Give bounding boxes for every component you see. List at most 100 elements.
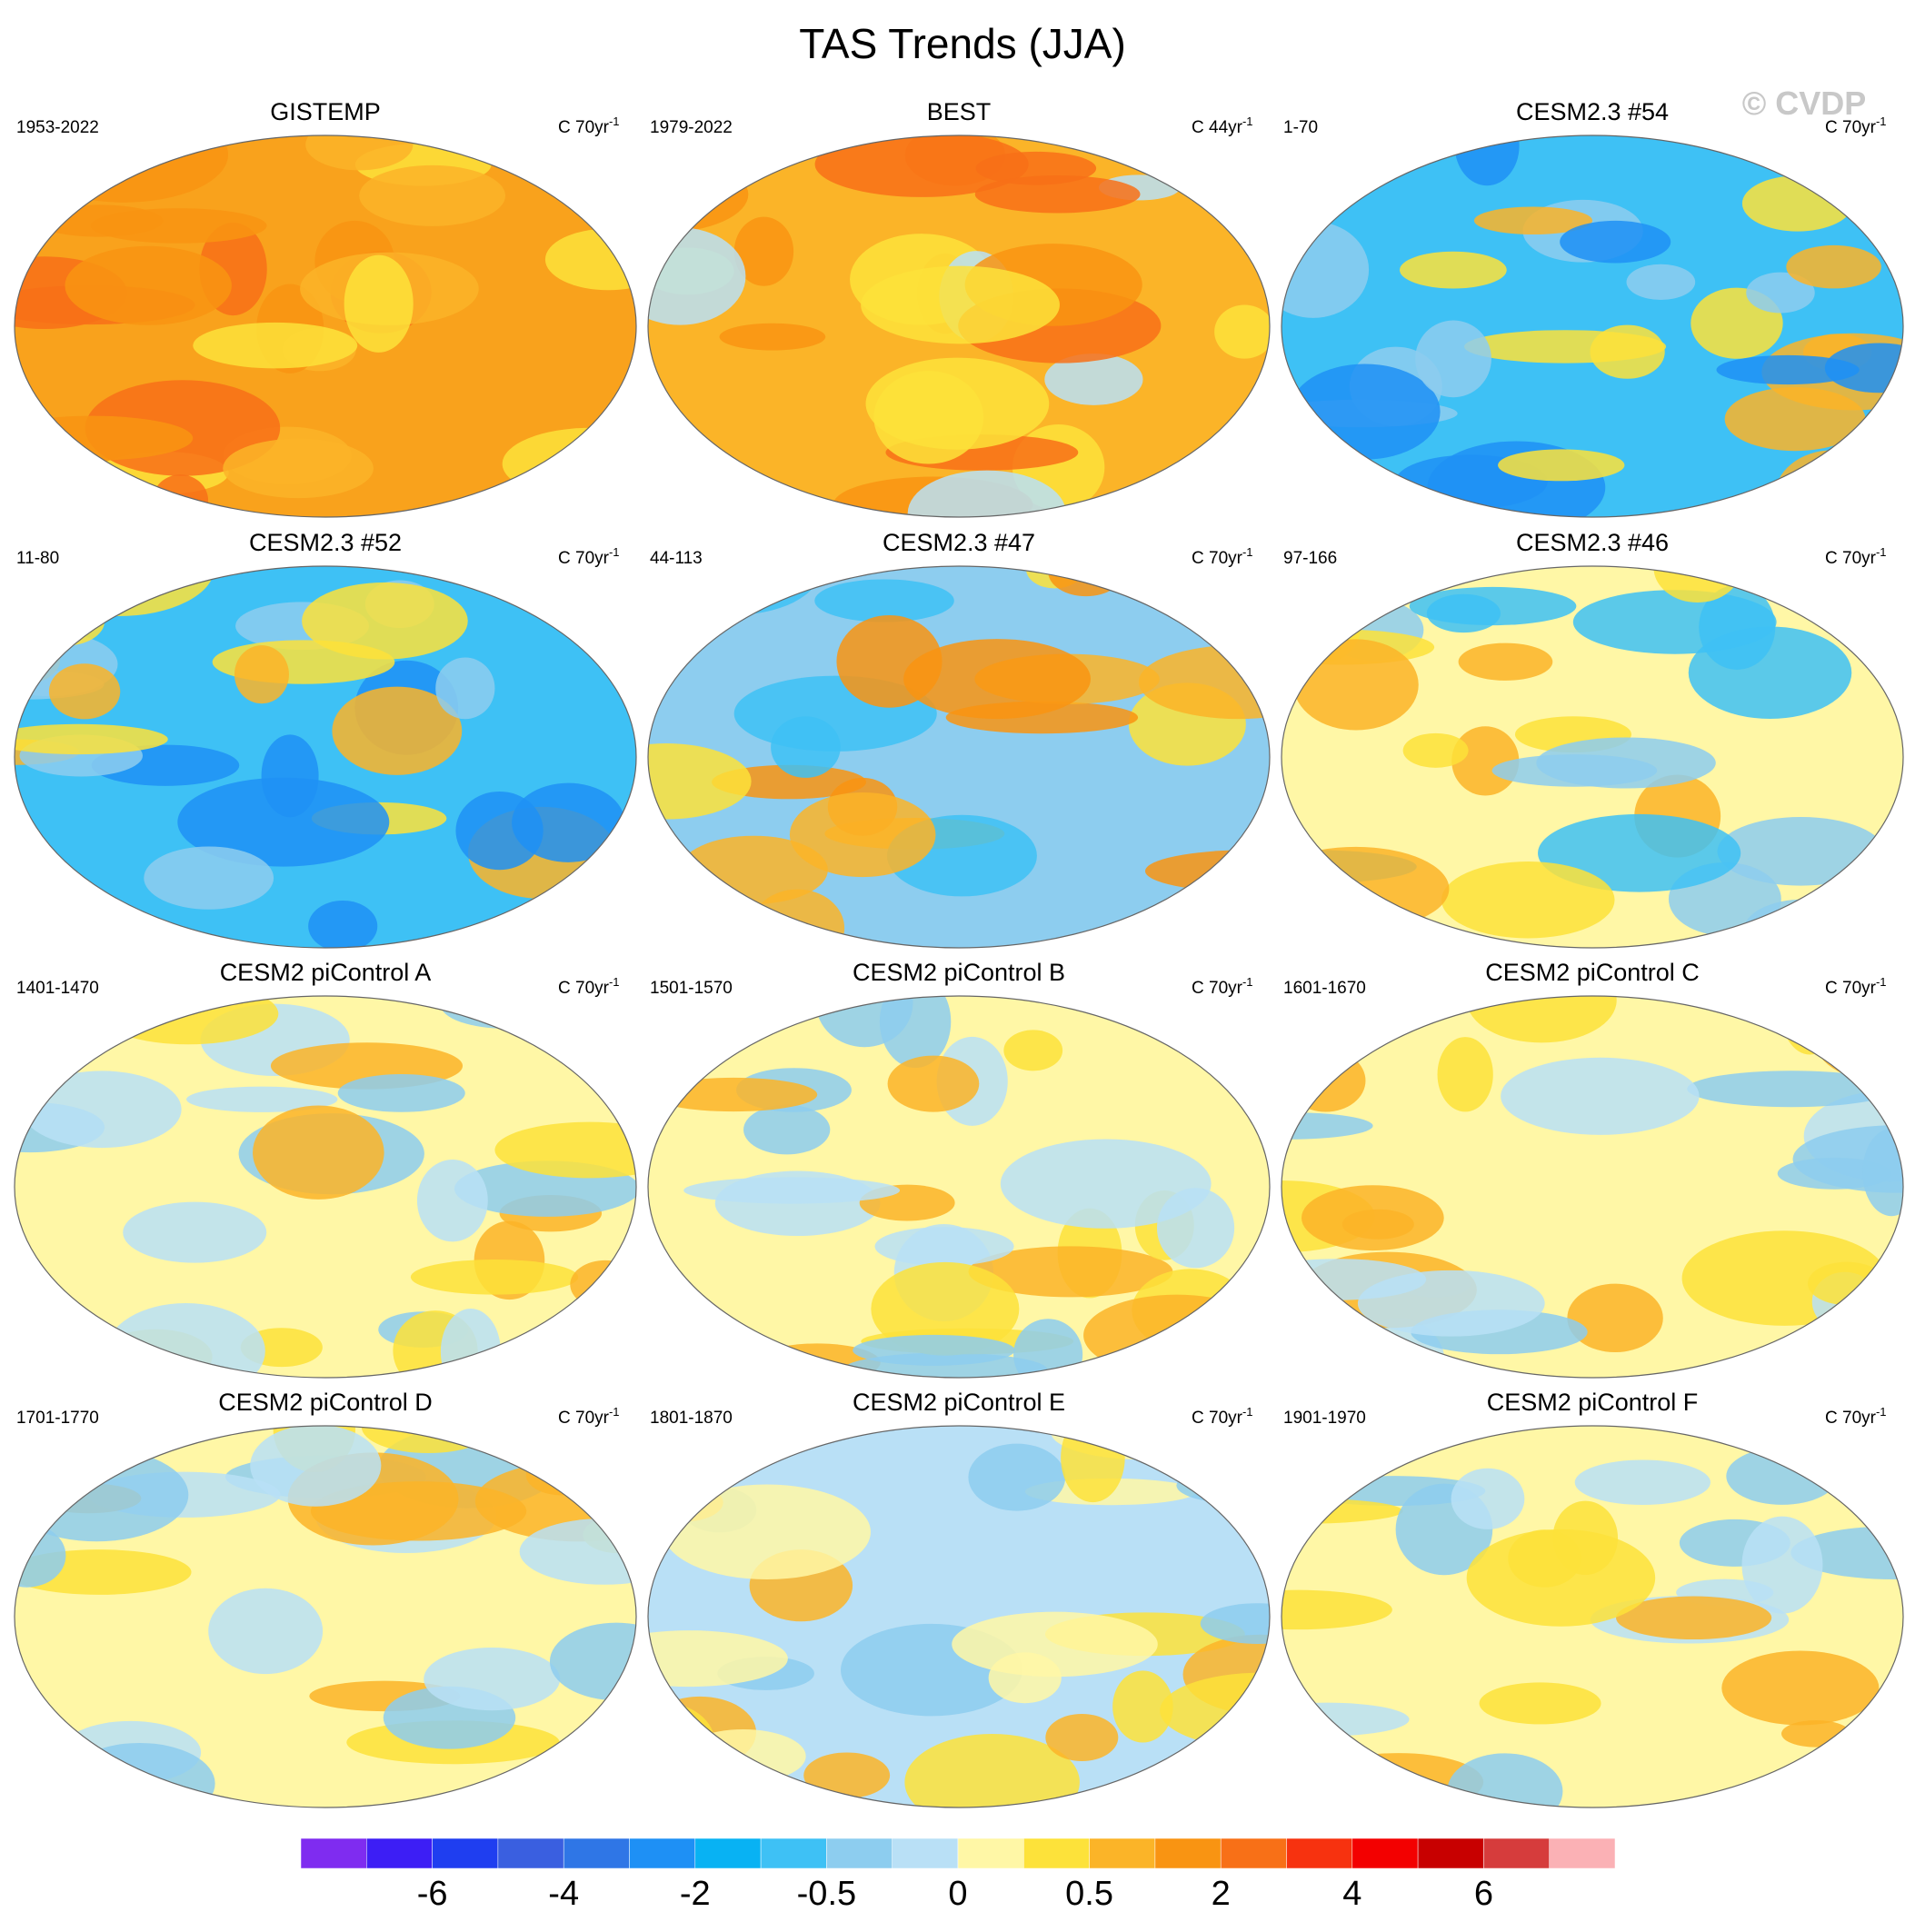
map-anomaly: [1200, 1603, 1270, 1644]
map-anomaly: [1282, 846, 1450, 931]
map-anomaly: [1862, 1128, 1903, 1217]
map-anomaly: [771, 716, 841, 778]
map-panel: CESM2 piControl E 1801-1870 C 70yr-1: [647, 1389, 1271, 1808]
panel-period: 1901-1970: [1283, 1409, 1366, 1428]
map-anomaly: [1282, 1498, 1403, 1524]
watermark: © CVDP: [1742, 85, 1867, 122]
units-base: C 70yr: [558, 979, 610, 998]
map-anomaly: [416, 1160, 488, 1242]
map-field: [15, 996, 636, 1378]
map-anomaly: [1415, 320, 1491, 398]
map-outline: [647, 134, 1271, 518]
map-outline: [14, 565, 637, 949]
map-anomaly: [1402, 732, 1469, 768]
map-anomaly: [1138, 644, 1270, 720]
map-anomaly: [1741, 175, 1853, 232]
panel-title: CESM2 piControl B: [853, 959, 1065, 986]
map-anomaly: [648, 1630, 788, 1688]
panel-units: C 44yr-1: [1192, 115, 1253, 137]
map-anomaly: [719, 323, 826, 351]
map-anomaly: [98, 996, 279, 1045]
map-outline: [1281, 565, 1904, 949]
map-outline: [14, 1425, 637, 1808]
map-panel: CESM2 piControl F 1901-1970 C 70yr-1: [1281, 1389, 1904, 1808]
map-anomaly: [1293, 639, 1419, 731]
map-anomaly: [1214, 304, 1270, 359]
units-base: C 44yr: [1192, 118, 1243, 137]
units-sup: -1: [1876, 1405, 1887, 1419]
map-anomaly: [524, 1012, 636, 1043]
panel-title: CESM2 piControl F: [1487, 1389, 1699, 1416]
map-anomaly: [712, 764, 867, 800]
map-anomaly: [649, 1077, 818, 1112]
map-anomaly: [803, 1752, 891, 1798]
map-field: [1282, 1426, 1903, 1808]
map-anomaly: [1717, 817, 1885, 886]
colorbar-box: [1549, 1837, 1616, 1869]
map-anomaly: [544, 228, 636, 291]
map-outline: [14, 995, 637, 1379]
map-anomaly: [648, 1702, 715, 1784]
units-base: C 70yr: [1192, 979, 1243, 998]
map-anomaly: [1399, 251, 1507, 289]
map-anomaly: [1282, 1589, 1392, 1630]
colorbar-box: [826, 1837, 893, 1869]
colorbar-box: [1286, 1837, 1353, 1869]
map-anomaly: [123, 1201, 267, 1263]
map-anomaly: [803, 933, 860, 948]
colorbar-box: [497, 1837, 564, 1869]
map-anomaly: [1112, 1670, 1173, 1743]
panel-units: C 70yr-1: [1192, 975, 1253, 998]
panel-title: CESM2.3 #52: [249, 529, 402, 556]
map-field: [1282, 996, 1903, 1378]
map-anomaly: [440, 1308, 501, 1378]
map-anomaly: [223, 438, 374, 499]
map-outline: [1281, 995, 1904, 1379]
units-base: C 70yr: [1192, 1409, 1243, 1428]
colorbar-box: [760, 1837, 827, 1869]
map-anomaly: [1473, 206, 1593, 235]
map-outline: [1281, 1425, 1904, 1808]
map-anomaly: [261, 734, 319, 818]
colorbar-label: 2: [1212, 1875, 1231, 1913]
map-anomaly: [15, 1448, 189, 1542]
map-anomaly: [887, 1055, 980, 1112]
colorbar-box: [1023, 1837, 1090, 1869]
colorbar-label: -0.5: [797, 1875, 856, 1913]
map-field: [15, 135, 636, 517]
colorbar-box: [366, 1837, 433, 1869]
panel-title: CESM2 piControl D: [218, 1389, 433, 1416]
map-anomaly: [1855, 566, 1903, 604]
map-outline: [647, 995, 1271, 1379]
units-sup: -1: [609, 975, 620, 989]
map-field: [1282, 566, 1903, 948]
colorbar-box: [432, 1837, 499, 1869]
map-anomaly: [648, 227, 746, 325]
map-anomaly: [305, 135, 414, 171]
units-base: C 70yr: [1825, 549, 1877, 568]
map-anomaly: [1780, 1719, 1851, 1748]
map-anomaly: [1856, 1708, 1903, 1796]
map-panel: GISTEMP 1953-2022 C 70yr-1: [14, 98, 637, 518]
panel-title: BEST: [927, 98, 992, 125]
map-anomaly: [90, 208, 267, 244]
map-anomaly: [494, 1121, 636, 1179]
map-anomaly: [15, 723, 168, 755]
panel-period: 97-166: [1283, 549, 1337, 568]
map-field: [648, 566, 1270, 948]
map-anomaly: [1454, 135, 1520, 186]
map-anomaly: [1061, 1426, 1125, 1503]
panel-period: 1501-1570: [650, 979, 733, 998]
map-anomaly: [208, 1588, 324, 1675]
map-field: [15, 566, 636, 948]
panel-units: C 70yr-1: [558, 115, 620, 137]
panel-units: C 70yr-1: [1825, 115, 1887, 137]
map-anomaly: [903, 639, 1091, 720]
map-anomaly: [177, 777, 390, 867]
map-field: [648, 135, 1270, 517]
map-anomaly: [234, 645, 289, 704]
map-anomaly: [874, 1227, 1014, 1267]
colorbar-label: -6: [417, 1875, 448, 1913]
map-anomaly: [106, 1303, 265, 1378]
map-anomaly: [1466, 1529, 1656, 1627]
